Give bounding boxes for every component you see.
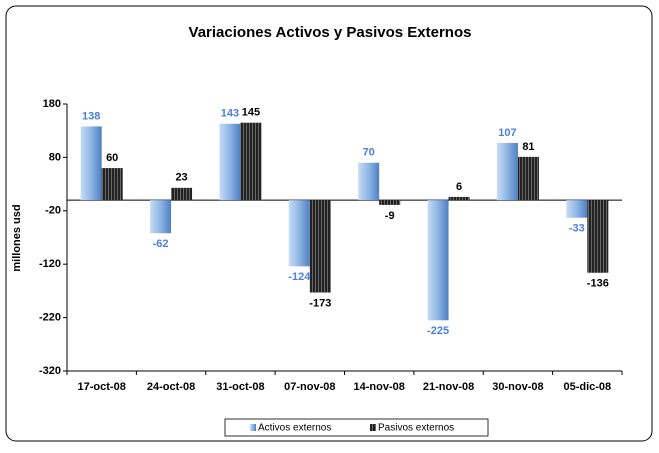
value-label: -124: [288, 271, 311, 283]
x-tick-label: 17-oct-08: [78, 381, 126, 393]
value-label: 145: [242, 107, 260, 119]
value-label: 23: [175, 172, 187, 184]
value-label: 60: [106, 152, 118, 164]
y-tick-label: -120: [39, 258, 61, 270]
x-tick-label: 14-nov-08: [354, 381, 405, 393]
bar: [171, 187, 193, 201]
value-label: 6: [456, 181, 462, 193]
bar: [288, 200, 310, 267]
value-label: -62: [153, 238, 169, 250]
bar: [496, 142, 518, 201]
y-tick-label: 180: [43, 98, 61, 110]
bar: [101, 168, 123, 201]
x-tick-label: 30-nov-08: [492, 381, 543, 393]
legend: [224, 418, 489, 437]
x-tick-label: 24-oct-08: [147, 381, 195, 393]
x-tick-label: 31-oct-08: [216, 381, 264, 393]
bar: [517, 156, 539, 201]
bar: [240, 122, 262, 201]
y-tick-label: -320: [39, 365, 61, 377]
value-label: -9: [385, 210, 395, 222]
x-tick-label: 07-nov-08: [284, 381, 335, 393]
x-tick-label: 21-nov-08: [423, 381, 474, 393]
value-label: -136: [587, 278, 609, 290]
value-label: -173: [309, 297, 331, 309]
value-label: -33: [569, 223, 585, 235]
value-label: -225: [427, 325, 449, 337]
value-label: 138: [82, 110, 100, 122]
y-tick-label: -20: [45, 205, 61, 217]
legend-box: [224, 418, 489, 437]
bar: [587, 200, 609, 273]
legend-label: Pasivos externos: [378, 423, 454, 434]
bar: [448, 196, 470, 201]
bar: [80, 126, 102, 201]
bar: [309, 200, 331, 293]
value-label: 70: [363, 147, 375, 159]
bar: [379, 200, 401, 205]
bar: [566, 200, 588, 218]
value-label: 143: [221, 108, 239, 120]
y-tick-label: 80: [49, 151, 61, 163]
legend-label: Activos externos: [258, 423, 331, 434]
legend-swatch: [250, 424, 256, 431]
y-axis-label: millones usd: [11, 204, 23, 271]
bar: [427, 200, 449, 321]
value-label: 81: [522, 141, 534, 153]
bar: [358, 162, 380, 201]
bar: [150, 200, 172, 234]
value-label: 107: [498, 127, 516, 139]
bar: [219, 123, 241, 201]
y-tick-label: -220: [39, 312, 61, 324]
x-tick-label: 05-dic-08: [563, 381, 611, 393]
chart-title: Variaciones Activos y Pasivos Externos: [189, 24, 472, 41]
legend-swatch: [370, 424, 376, 431]
